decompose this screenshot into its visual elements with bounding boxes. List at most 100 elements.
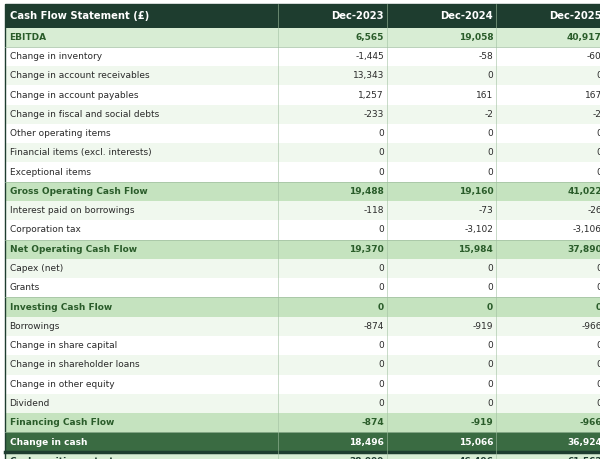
Text: Dec-2024: Dec-2024 <box>440 11 493 21</box>
Bar <box>5 452 600 459</box>
Text: Change in cash: Change in cash <box>10 437 87 447</box>
Text: 0: 0 <box>487 148 493 157</box>
Text: Financial items (excl. interests): Financial items (excl. interests) <box>10 148 151 157</box>
Text: 0: 0 <box>596 71 600 80</box>
Bar <box>5 432 600 452</box>
Text: -1,445: -1,445 <box>355 52 384 61</box>
Text: Change in inventory: Change in inventory <box>10 52 102 61</box>
Text: 0: 0 <box>596 399 600 408</box>
Text: Dec-2023: Dec-2023 <box>331 11 384 21</box>
Text: 0: 0 <box>378 283 384 292</box>
Text: 37,890: 37,890 <box>567 245 600 254</box>
Text: 6,565: 6,565 <box>356 33 384 42</box>
Bar <box>5 297 600 317</box>
Text: Investing Cash Flow: Investing Cash Flow <box>10 302 112 312</box>
Bar <box>5 28 600 47</box>
Bar <box>5 355 600 375</box>
Bar <box>5 413 600 432</box>
Text: 0: 0 <box>487 360 493 369</box>
Text: -2: -2 <box>593 110 600 119</box>
Text: 0: 0 <box>378 341 384 350</box>
Text: 0: 0 <box>596 264 600 273</box>
Bar <box>5 162 600 182</box>
Text: Dec-2025: Dec-2025 <box>549 11 600 21</box>
Text: 0: 0 <box>596 341 600 350</box>
Bar <box>5 182 600 201</box>
Text: 0: 0 <box>596 302 600 312</box>
Text: Change in fiscal and social debts: Change in fiscal and social debts <box>10 110 159 119</box>
Text: -919: -919 <box>470 418 493 427</box>
Text: -874: -874 <box>364 322 384 331</box>
Text: -874: -874 <box>361 418 384 427</box>
Text: -60: -60 <box>587 52 600 61</box>
Bar <box>5 336 600 355</box>
Bar <box>5 66 600 85</box>
Text: 46,496: 46,496 <box>458 457 493 459</box>
Text: Other operating items: Other operating items <box>10 129 110 138</box>
Text: -2: -2 <box>484 110 493 119</box>
Text: 18,496: 18,496 <box>349 437 384 447</box>
Text: Gross Operating Cash Flow: Gross Operating Cash Flow <box>10 187 148 196</box>
Text: Corporation tax: Corporation tax <box>10 225 80 235</box>
Bar <box>5 105 600 124</box>
Text: 19,160: 19,160 <box>458 187 493 196</box>
Bar <box>5 85 600 105</box>
Text: 0: 0 <box>596 360 600 369</box>
Text: Cash position - start: Cash position - start <box>10 457 113 459</box>
Text: 41,022: 41,022 <box>567 187 600 196</box>
Text: 167: 167 <box>584 90 600 100</box>
Text: -919: -919 <box>473 322 493 331</box>
Text: Change in share capital: Change in share capital <box>10 341 117 350</box>
Text: 1,257: 1,257 <box>358 90 384 100</box>
Bar <box>5 317 600 336</box>
Text: 19,370: 19,370 <box>349 245 384 254</box>
Text: Net Operating Cash Flow: Net Operating Cash Flow <box>10 245 137 254</box>
Bar <box>5 143 600 162</box>
Text: Financing Cash Flow: Financing Cash Flow <box>10 418 114 427</box>
Text: Change in other equity: Change in other equity <box>10 380 114 389</box>
Text: 0: 0 <box>487 71 493 80</box>
Text: 0: 0 <box>596 283 600 292</box>
Bar <box>5 201 600 220</box>
Text: 19,058: 19,058 <box>458 33 493 42</box>
Text: 28,000: 28,000 <box>350 457 384 459</box>
Text: 0: 0 <box>378 302 384 312</box>
Text: -3,106: -3,106 <box>573 225 600 235</box>
Bar <box>5 259 600 278</box>
Text: 0: 0 <box>378 168 384 177</box>
Text: 36,924: 36,924 <box>567 437 600 447</box>
Text: 0: 0 <box>487 399 493 408</box>
Text: EBITDA: EBITDA <box>10 33 47 42</box>
Text: 161: 161 <box>476 90 493 100</box>
Text: 15,066: 15,066 <box>459 437 493 447</box>
Text: Change in account payables: Change in account payables <box>10 90 138 100</box>
Text: Change in account receivables: Change in account receivables <box>10 71 149 80</box>
Text: 0: 0 <box>487 129 493 138</box>
Text: 0: 0 <box>487 283 493 292</box>
Text: 0: 0 <box>487 380 493 389</box>
Text: 0: 0 <box>487 264 493 273</box>
Bar <box>5 278 600 297</box>
Text: Dividend: Dividend <box>10 399 50 408</box>
Text: -233: -233 <box>364 110 384 119</box>
Text: -73: -73 <box>478 206 493 215</box>
Text: Change in shareholder loans: Change in shareholder loans <box>10 360 139 369</box>
Bar <box>5 220 600 240</box>
Text: 61,562: 61,562 <box>567 457 600 459</box>
Text: 0: 0 <box>487 168 493 177</box>
Text: -118: -118 <box>364 206 384 215</box>
Bar <box>5 4 600 28</box>
Bar <box>5 124 600 143</box>
Text: 0: 0 <box>378 148 384 157</box>
Text: -3,102: -3,102 <box>464 225 493 235</box>
Text: Exceptional items: Exceptional items <box>10 168 91 177</box>
Text: -966: -966 <box>579 418 600 427</box>
Text: Capex (net): Capex (net) <box>10 264 63 273</box>
Text: 13,343: 13,343 <box>353 71 384 80</box>
Text: 0: 0 <box>596 148 600 157</box>
Text: 0: 0 <box>378 225 384 235</box>
Text: Interest paid on borrowings: Interest paid on borrowings <box>10 206 134 215</box>
Text: 0: 0 <box>378 129 384 138</box>
Text: 0: 0 <box>596 129 600 138</box>
Text: 40,917: 40,917 <box>567 33 600 42</box>
